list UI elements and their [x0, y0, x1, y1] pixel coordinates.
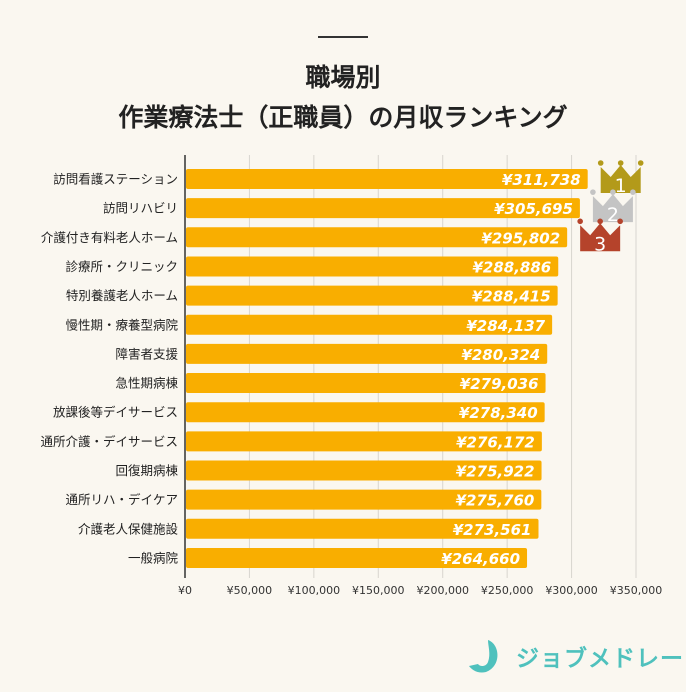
x-tick-label: ¥100,000	[288, 584, 341, 597]
category-label: 介護付き有料老人ホーム	[41, 230, 178, 245]
category-label: 慢性期・療養型病院	[65, 317, 178, 332]
chart-title-line1: 職場別	[305, 63, 381, 92]
crown-jewel	[617, 160, 624, 166]
bar	[186, 198, 580, 219]
category-label: 特別養護老人ホーム	[66, 288, 178, 303]
data-label: ¥288,886	[472, 258, 551, 276]
bar	[186, 285, 558, 306]
category-label: 訪問リハビリ	[103, 201, 178, 216]
rank-number: 1	[615, 175, 627, 197]
category-label: 診療所・クリニック	[65, 259, 178, 274]
x-tick-label: ¥50,000	[227, 584, 273, 597]
category-label: 放課後等デイサービス	[53, 405, 178, 420]
x-tick-label: ¥250,000	[481, 584, 534, 597]
bar	[186, 431, 542, 452]
data-label: ¥295,802	[481, 229, 560, 247]
data-label: ¥275,760	[456, 492, 535, 510]
data-label: ¥305,695	[494, 200, 573, 218]
title-decoration-line	[318, 36, 368, 38]
bar	[186, 256, 559, 277]
brand-logo-icon	[469, 640, 498, 673]
x-tick-label: ¥300,000	[545, 584, 598, 597]
crown-icon	[592, 194, 633, 223]
category-label: 通所リハ・デイケア	[65, 492, 178, 507]
brand-name: ジョブメドレー	[516, 646, 684, 672]
bar	[186, 489, 542, 510]
data-label: ¥279,036	[460, 375, 539, 393]
data-label: ¥288,415	[472, 288, 551, 306]
data-label: ¥264,660	[441, 550, 520, 568]
bar	[186, 314, 553, 335]
crown-icon	[580, 223, 621, 252]
crown-jewel	[617, 218, 623, 225]
data-label: ¥284,137	[466, 317, 545, 335]
category-label: 通所介護・デイサービス	[40, 434, 178, 449]
category-label: 一般病院	[128, 550, 179, 565]
x-tick-label: ¥150,000	[352, 584, 405, 597]
category-label: 訪問看護ステーション	[53, 172, 178, 187]
bar	[186, 169, 588, 189]
crown-jewel	[610, 189, 616, 195]
category-label: 回復期病棟	[115, 463, 178, 478]
data-label: ¥278,340	[459, 404, 538, 422]
crown-jewel	[597, 218, 603, 225]
bar	[186, 343, 548, 364]
crown-jewel	[590, 189, 596, 195]
x-tick-label: ¥0	[178, 584, 192, 597]
rank-number: 2	[607, 204, 619, 226]
chart-title-line2: 作業療法士（正職員）の月収ランキング	[118, 103, 568, 132]
x-tick-label: ¥350,000	[610, 584, 663, 597]
category-label: 急性期病棟	[115, 376, 178, 391]
data-label: ¥276,172	[456, 433, 535, 451]
rank-number: 3	[594, 233, 606, 255]
data-label: ¥311,738	[502, 171, 581, 189]
bar	[186, 227, 568, 248]
category-label: 障害者支援	[115, 346, 178, 361]
data-label: ¥275,922	[456, 463, 535, 481]
bar	[186, 518, 539, 539]
data-label: ¥280,324	[461, 346, 540, 364]
crown-icon	[600, 165, 641, 193]
crown-jewel	[577, 218, 583, 225]
x-tick-label: ¥200,000	[416, 584, 469, 597]
data-label: ¥273,561	[453, 521, 532, 539]
bar	[186, 373, 546, 394]
bar	[186, 547, 528, 568]
crown-jewel	[597, 160, 604, 166]
brand-logo: ジョブメドレー	[466, 636, 684, 676]
bar	[186, 402, 545, 423]
crown-jewel	[630, 189, 636, 195]
crown-jewel	[637, 160, 644, 166]
category-label: 介護老人保健施設	[78, 521, 179, 536]
bar	[186, 460, 542, 481]
